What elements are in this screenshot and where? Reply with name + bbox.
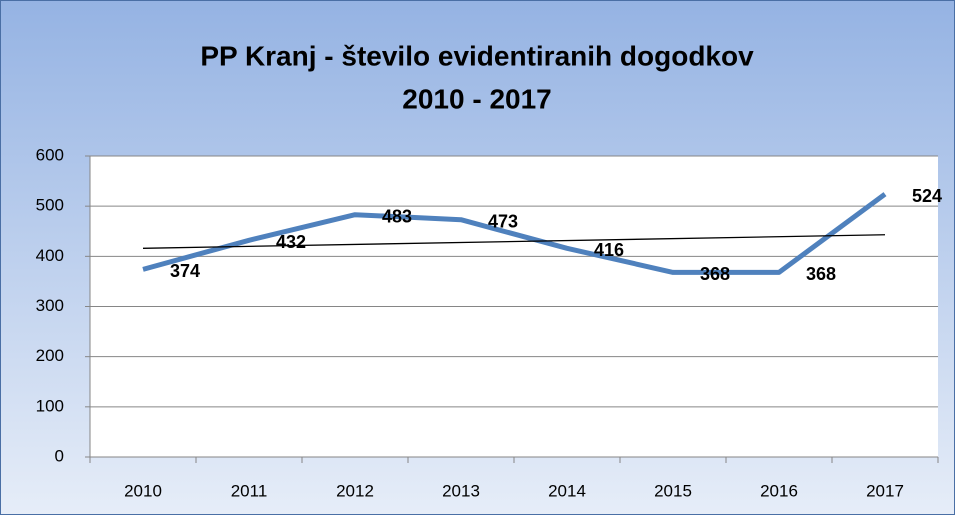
y-tick-label: 0 [55, 446, 64, 465]
y-tick-label: 600 [36, 145, 64, 164]
data-label: 368 [700, 264, 730, 284]
x-tick-label: 2016 [760, 481, 798, 500]
data-label: 524 [912, 186, 942, 206]
y-tick-label: 400 [36, 246, 64, 265]
x-tick-label: 2015 [654, 481, 692, 500]
data-label: 416 [594, 240, 624, 260]
y-tick-label: 300 [36, 296, 64, 315]
x-tick-label: 2012 [336, 481, 374, 500]
data-label: 368 [806, 264, 836, 284]
data-label: 473 [488, 211, 518, 231]
series-line [142, 192, 887, 275]
data-label: 374 [170, 261, 200, 281]
data-label: 432 [276, 232, 306, 252]
y-tick-label: 500 [36, 196, 64, 215]
x-tick-label: 2013 [442, 481, 480, 500]
x-tick-label: 2010 [124, 481, 162, 500]
y-tick-label: 100 [36, 396, 64, 415]
x-tick-label: 2011 [231, 481, 268, 500]
x-tick-label: 2014 [548, 481, 586, 500]
data-label: 483 [382, 206, 412, 226]
x-tick-label: 2017 [866, 481, 904, 500]
y-tick-label: 200 [36, 346, 64, 365]
trend-line [142, 234, 886, 249]
chart-title: PP Kranj - število evidentiranih dogodko… [200, 40, 754, 71]
chart-subtitle: 2010 - 2017 [402, 83, 551, 114]
